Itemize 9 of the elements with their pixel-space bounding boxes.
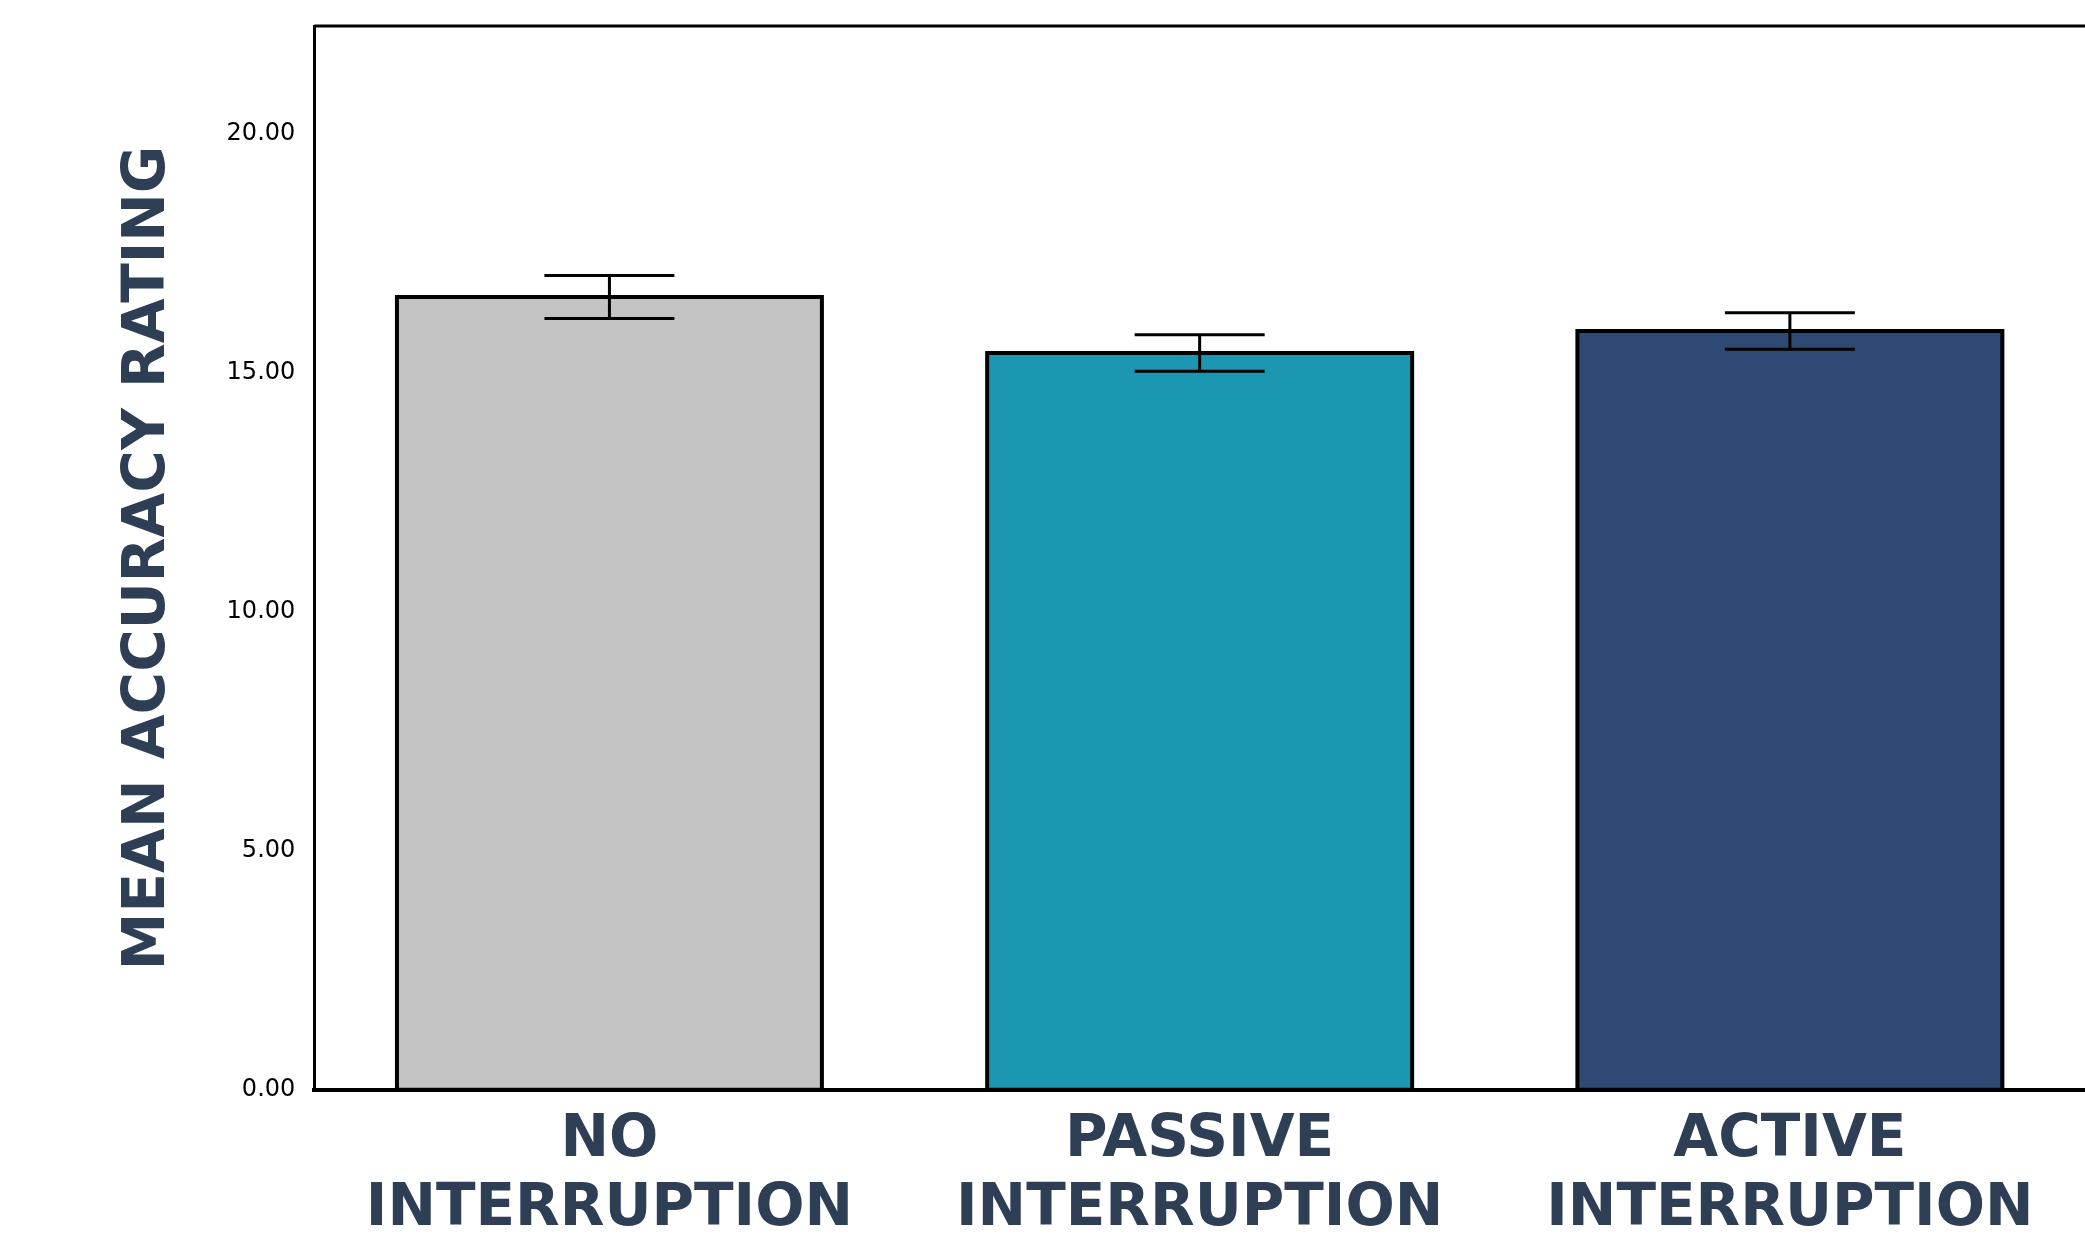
- x-tick-label: ACTIVE INTERRUPTION: [1546, 1101, 2034, 1240]
- y-tick-label: 15.00: [226, 356, 296, 385]
- y-tick-label: 0.00: [241, 1074, 296, 1103]
- y-tick-label: 5.00: [241, 834, 296, 863]
- y-axis-title: MEAN ACCURACY RATING: [109, 145, 178, 971]
- x-tick-label: PASSIVE INTERRUPTION: [956, 1101, 1444, 1240]
- y-tick-label: 10.00: [226, 595, 296, 624]
- y-tick-label: 20.00: [226, 117, 296, 146]
- x-tick-label: NO INTERRUPTION: [365, 1101, 854, 1240]
